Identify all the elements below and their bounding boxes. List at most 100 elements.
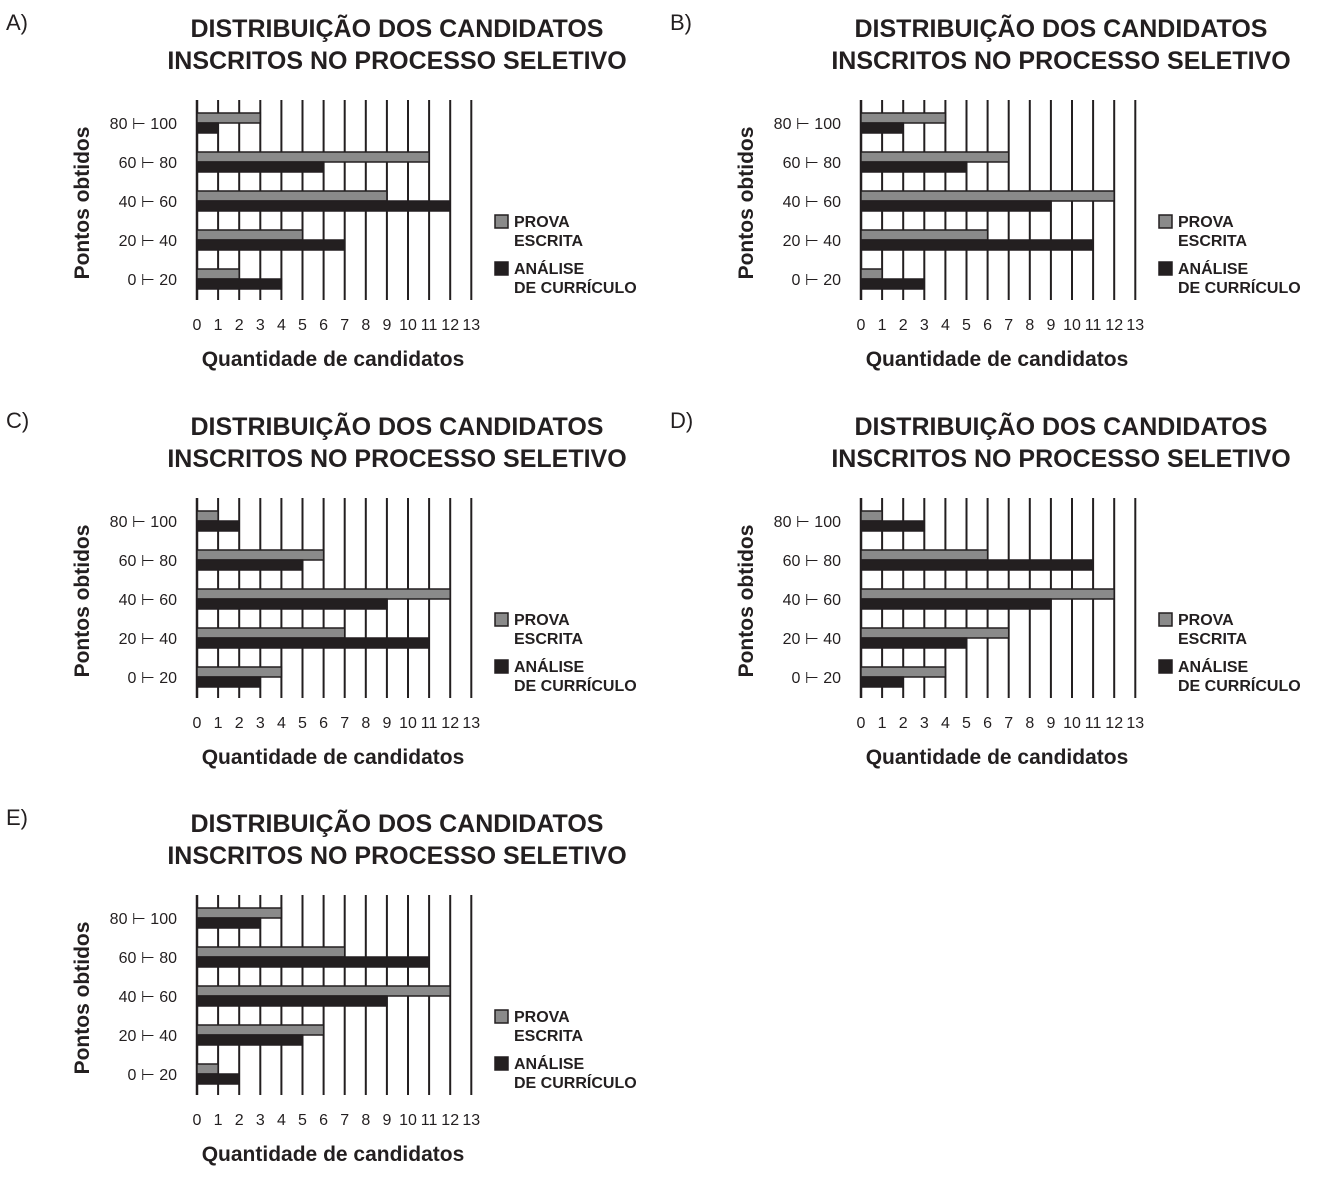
category-label: 40 ⊢ 60 [119, 592, 178, 609]
x-tick-label: 0 [857, 715, 866, 732]
y-axis-label: Pontos obtidos [735, 525, 758, 678]
x-tick-label: 6 [983, 715, 992, 732]
option-letter: A) [6, 10, 28, 35]
bar-analise-curriculo [196, 637, 430, 649]
category-label: 60 ⊢ 80 [783, 155, 842, 172]
chart-title-line2: INSCRITOS NO PROCESSO SELETIVO [831, 47, 1290, 75]
category-label: 20 ⊢ 40 [783, 233, 842, 250]
legend-swatch-prova-escrita [494, 214, 509, 229]
category-label: 20 ⊢ 40 [783, 631, 842, 648]
bar-analise-curriculo [196, 200, 451, 212]
bar-prova-escrita [196, 229, 304, 241]
x-tick-label: 13 [462, 1112, 480, 1129]
x-tick-label: 3 [920, 715, 929, 732]
bar-analise-curriculo [196, 676, 262, 688]
x-tick-label: 12 [441, 1112, 459, 1129]
y-axis-label: Pontos obtidos [735, 127, 758, 280]
chart-svg-d: D) DISTRIBUIÇÃO DOS CANDIDATOS INSCRITOS N… [670, 408, 1301, 769]
x-tick-label: 9 [1046, 715, 1055, 732]
bar-prova-escrita [860, 151, 1010, 163]
category-label: 80 ⊢ 100 [774, 514, 841, 531]
x-tick-label: 9 [382, 715, 391, 732]
bar-analise-curriculo [860, 520, 926, 532]
x-tick-label: 11 [1085, 715, 1102, 732]
bar-prova-escrita [860, 627, 1010, 639]
x-tick-label: 2 [899, 715, 908, 732]
category-label: 20 ⊢ 40 [119, 233, 178, 250]
chart-svg-c: C) DISTRIBUIÇÃO DOS CANDIDATOS INSCRITOS N… [6, 408, 637, 769]
legend-swatch-analise-curriculo [494, 659, 509, 674]
x-tick-label: 13 [1126, 317, 1144, 334]
x-tick-label: 0 [193, 1112, 202, 1129]
bar-analise-curriculo [196, 1073, 240, 1085]
legend-swatch-prova-escrita [1158, 612, 1173, 627]
bar-prova-escrita [860, 666, 947, 678]
x-tick-label: 5 [298, 715, 307, 732]
legend-swatch-analise-curriculo [494, 261, 509, 276]
legend-label-analise-line1: ANÁLISE [514, 657, 585, 676]
bar-analise-curriculo [860, 676, 904, 688]
legend-label-prova-line1: PROVA [514, 1009, 570, 1026]
x-tick-label: 0 [193, 715, 202, 732]
x-tick-label: 1 [214, 1112, 223, 1129]
legend-label-analise-line2: DE CURRÍCULO [514, 1073, 637, 1092]
y-axis-label: Pontos obtidos [71, 127, 94, 280]
category-label: 20 ⊢ 40 [119, 631, 178, 648]
bar-prova-escrita [860, 549, 989, 561]
bar-analise-curriculo [860, 637, 968, 649]
category-label: 80 ⊢ 100 [110, 116, 177, 133]
category-label: 0 ⊢ 20 [127, 1067, 177, 1084]
x-tick-label: 8 [361, 715, 370, 732]
bar-analise-curriculo [860, 278, 926, 290]
x-tick-label: 6 [319, 715, 328, 732]
legend-label-prova-line2: ESCRITA [1178, 233, 1247, 250]
legend-label-prova-line2: ESCRITA [514, 631, 583, 648]
bar-analise-curriculo [196, 239, 346, 251]
bar-analise-curriculo [196, 559, 304, 571]
x-tick-label: 12 [441, 317, 459, 334]
chart-panel-c: C) DISTRIBUIÇÃO DOS CANDIDATOS INSCRITOS N… [0, 398, 660, 796]
bar-analise-curriculo [196, 917, 262, 929]
legend-label-analise-line1: ANÁLISE [1178, 259, 1249, 278]
legend-label-prova-line2: ESCRITA [1178, 631, 1247, 648]
x-tick-label: 12 [441, 715, 459, 732]
x-tick-label: 3 [256, 317, 265, 334]
bar-analise-curriculo [196, 520, 240, 532]
bar-prova-escrita [196, 946, 346, 958]
bar-analise-curriculo [860, 122, 904, 134]
x-tick-label: 12 [1105, 715, 1123, 732]
x-tick-label: 11 [1085, 317, 1102, 334]
x-tick-label: 2 [899, 317, 908, 334]
bar-analise-curriculo [860, 239, 1094, 251]
chart-svg-e: E) DISTRIBUIÇÃO DOS CANDIDATOS INSCRITOS N… [6, 805, 637, 1166]
legend-swatch-prova-escrita [494, 1009, 509, 1024]
x-tick-label: 13 [1126, 715, 1144, 732]
x-tick-label: 5 [962, 317, 971, 334]
x-tick-label: 9 [382, 1112, 391, 1129]
x-tick-label: 10 [399, 715, 417, 732]
bar-prova-escrita [196, 549, 325, 561]
bar-prova-escrita [860, 112, 947, 124]
bar-prova-escrita [196, 985, 451, 997]
legend-swatch-prova-escrita [1158, 214, 1173, 229]
x-tick-label: 4 [277, 1112, 286, 1129]
chart-title-line1: DISTRIBUIÇÃO DOS CANDIDATOS [191, 808, 604, 838]
legend-label-prova-line1: PROVA [514, 612, 570, 629]
chart-title-line1: DISTRIBUIÇÃO DOS CANDIDATOS [855, 13, 1268, 43]
chart-title-line1: DISTRIBUIÇÃO DOS CANDIDATOS [191, 13, 604, 43]
x-tick-label: 6 [983, 317, 992, 334]
x-tick-label: 13 [462, 715, 480, 732]
x-axis-label: Quantidade de candidatos [202, 1143, 465, 1166]
x-tick-label: 8 [1025, 715, 1034, 732]
x-tick-label: 5 [962, 715, 971, 732]
bar-prova-escrita [196, 907, 283, 919]
legend-label-prova-line1: PROVA [514, 214, 570, 231]
x-tick-label: 8 [1025, 317, 1034, 334]
chart-title-line1: DISTRIBUIÇÃO DOS CANDIDATOS [191, 411, 604, 441]
x-tick-label: 7 [340, 1112, 349, 1129]
chart-svg-a: A) DISTRIBUIÇÃO DOS CANDIDATOS INSCRITOS N… [6, 10, 637, 371]
bar-prova-escrita [196, 151, 430, 163]
chart-title-line1: DISTRIBUIÇÃO DOS CANDIDATOS [855, 411, 1268, 441]
bar-analise-curriculo [196, 995, 388, 1007]
bar-prova-escrita [196, 268, 240, 280]
